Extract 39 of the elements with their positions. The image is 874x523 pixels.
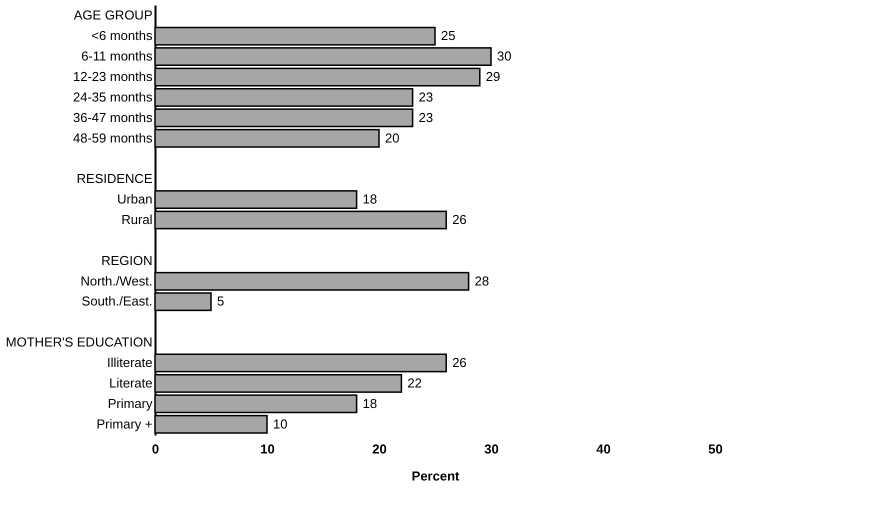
y-tick-label: 48-59 months (73, 130, 153, 146)
data-label: 5 (217, 294, 224, 309)
data-label: 29 (486, 69, 500, 84)
data-label: 22 (407, 375, 422, 390)
x-tick-label: 10 (260, 442, 275, 456)
y-tick-label: RESIDENCE (76, 171, 153, 186)
y-tick-label: REGION (101, 252, 152, 268)
y-tick-label: 36-47 months (73, 110, 153, 125)
y-tick-label: 6-11 months (81, 48, 153, 64)
y-tick-label: Rural (121, 212, 153, 227)
x-tick-label: 40 (596, 442, 611, 456)
data-label: 10 (273, 416, 288, 432)
x-tick-label: 20 (372, 442, 387, 456)
data-label: 26 (452, 212, 467, 227)
x-tick-label: 0 (152, 442, 160, 456)
y-tick-label: 24-35 months (73, 89, 153, 104)
y-tick-label: AGE GROUP (74, 8, 152, 23)
y-tick-label: Literate (109, 375, 152, 390)
data-label: 20 (385, 130, 400, 146)
y-tick-label: North./West. (80, 273, 152, 288)
data-label: 18 (362, 396, 378, 411)
x-tick-label: 50 (708, 442, 723, 456)
y-tick-label: <6 months (91, 28, 153, 44)
data-label: 23 (418, 110, 434, 125)
y-tick-label: South./East. (82, 294, 152, 309)
x-axis-title: Percent (412, 468, 460, 484)
data-label: 23 (418, 89, 434, 104)
data-label: 25 (441, 28, 456, 44)
y-tick-label: Urban (117, 192, 152, 207)
y-tick-label: 12-23 months (73, 69, 153, 84)
y-tick-label: Primary (108, 396, 153, 411)
x-tick-label: 30 (484, 442, 499, 456)
data-label: 18 (362, 192, 378, 207)
data-label: 26 (452, 354, 467, 370)
y-tick-label: MOTHER'S EDUCATION (6, 334, 152, 350)
data-label: 28 (474, 273, 490, 288)
y-tick-label: Illiterate (106, 354, 152, 370)
data-label: 30 (497, 48, 512, 64)
y-tick-label: Primary + (96, 416, 152, 432)
